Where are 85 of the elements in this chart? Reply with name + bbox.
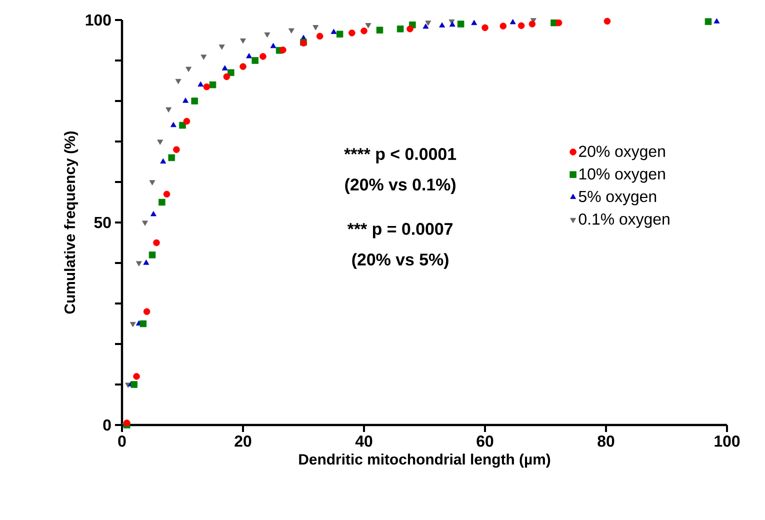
point	[312, 25, 319, 30]
x-tick-label: 60	[476, 436, 494, 447]
point	[170, 122, 176, 128]
point	[425, 20, 432, 26]
point	[136, 261, 142, 266]
point	[163, 190, 170, 198]
point	[143, 308, 150, 315]
point	[149, 180, 156, 186]
point	[166, 107, 172, 112]
point	[260, 53, 266, 60]
point	[142, 220, 148, 226]
point	[153, 239, 160, 246]
point	[288, 28, 294, 34]
point	[280, 46, 286, 54]
legend-label: 5% oxygen	[578, 190, 656, 206]
point	[130, 381, 138, 388]
point	[222, 65, 228, 70]
point	[218, 44, 225, 50]
point	[439, 22, 446, 28]
legend-label: 0.1% oxygen	[578, 213, 670, 228]
point	[714, 18, 720, 24]
point	[482, 24, 488, 32]
point	[148, 252, 156, 258]
point	[143, 260, 150, 265]
point	[200, 54, 207, 60]
point	[130, 322, 136, 328]
point	[209, 81, 216, 88]
point	[604, 18, 611, 25]
y-tick-label: 100	[86, 14, 111, 26]
point	[365, 23, 372, 28]
point	[360, 28, 368, 34]
point	[158, 198, 166, 206]
y-axis-title: Cumulative frequency (%)	[64, 132, 78, 314]
y-tick-label: 0	[103, 419, 111, 431]
point	[179, 122, 186, 129]
point	[175, 78, 182, 84]
annotation: *** p = 0.0007	[347, 222, 453, 238]
point	[182, 98, 188, 103]
point	[336, 30, 344, 38]
point	[223, 73, 230, 80]
point	[150, 211, 156, 216]
point	[510, 19, 516, 24]
x-axis-title: Dendritic mitochondrial length (µm)	[299, 454, 550, 468]
point	[140, 320, 147, 328]
point	[157, 140, 164, 145]
point	[704, 18, 712, 25]
point	[555, 19, 562, 26]
point	[240, 63, 246, 70]
point	[203, 83, 210, 90]
point	[471, 20, 478, 26]
point	[240, 38, 246, 44]
point	[246, 53, 252, 58]
x-tick-label: 40	[355, 436, 372, 447]
point	[422, 23, 429, 29]
point	[191, 98, 198, 104]
point	[160, 158, 166, 164]
point	[316, 32, 324, 40]
point	[133, 373, 140, 380]
legend-label: 10% oxygen	[579, 168, 665, 183]
x-tick-label: 100	[714, 436, 740, 447]
point	[183, 118, 190, 125]
x-tick-label: 0	[118, 436, 126, 447]
point	[270, 42, 276, 48]
point	[330, 28, 337, 34]
point	[348, 30, 356, 36]
point	[198, 81, 204, 87]
point	[376, 26, 384, 34]
point	[186, 66, 192, 72]
point	[457, 20, 464, 28]
annotation: **** p < 0.0001	[344, 148, 456, 164]
annotation: (20% vs 0.1%)	[345, 178, 456, 194]
annotation: (20% vs 5%)	[352, 253, 448, 269]
point	[264, 32, 270, 38]
point	[528, 20, 536, 28]
point	[396, 26, 404, 32]
legend-label: 20% oxygen	[579, 146, 665, 160]
x-tick-label: 20	[234, 436, 252, 447]
x-tick-label: 80	[598, 436, 614, 447]
point	[173, 146, 180, 153]
point	[252, 57, 258, 64]
point	[518, 22, 525, 30]
point	[168, 154, 175, 162]
point	[406, 26, 414, 32]
point	[500, 22, 507, 30]
y-tick-label: 50	[94, 216, 111, 228]
